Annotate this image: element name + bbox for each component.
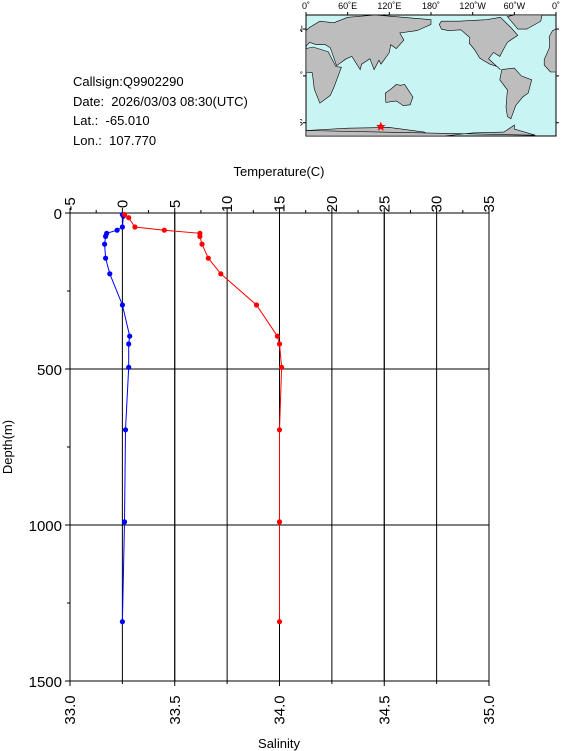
temperature-point	[102, 241, 108, 247]
map-land	[305, 14, 557, 137]
temperature-point	[119, 224, 125, 230]
temperature-point	[119, 619, 125, 625]
temperature-point	[120, 213, 126, 219]
salinity-series	[121, 212, 285, 625]
station-info: Callsign:Q9902290 Date: 2026/03/03 08:30…	[73, 72, 248, 150]
salinity-point	[279, 364, 285, 370]
salinity-point	[218, 271, 224, 277]
temperature-series	[102, 212, 133, 625]
top-tick-label: 20	[324, 196, 341, 213]
salinity-point	[197, 233, 203, 239]
map-lon-tick-label: 180˚	[422, 1, 440, 11]
map-lon-tick-label: 120˚E	[377, 1, 401, 11]
map-africa	[305, 46, 342, 104]
temperature-point	[121, 519, 128, 525]
temperature-point	[103, 233, 109, 239]
temperature-point	[104, 230, 110, 236]
salinity-point	[253, 302, 260, 308]
latitude-label: Lat.: -65.010	[73, 113, 150, 128]
top-tick-label: 5	[167, 200, 184, 208]
salinity-point	[276, 619, 283, 625]
y-tick-label: 500	[37, 362, 62, 379]
y-axis-label: Depth(m)	[0, 420, 15, 474]
salinity-point	[276, 341, 283, 347]
map-lon-tick-labels: 0˚ 60˚E 120˚E 180˚ 120˚W 60˚W 0˚	[302, 1, 560, 11]
salinity-line	[124, 214, 283, 622]
temperature-point	[122, 427, 129, 433]
top-tick-label: 0	[114, 200, 131, 208]
top-tick-label: 25	[376, 196, 393, 213]
bottom-tick-label: 34.5	[376, 695, 393, 724]
salinity-point	[274, 333, 280, 339]
map-lat-tick-label: 60˚S	[300, 118, 303, 128]
map-lat-tick-labels: 60˚N 0˚ 60˚S	[300, 24, 303, 128]
salinity-point	[276, 519, 283, 525]
plot-frame	[69, 212, 490, 682]
salinity-point	[126, 215, 132, 221]
y-tick-label: 1500	[29, 674, 62, 691]
map-lon-tick-label: 120˚W	[459, 1, 486, 11]
bottom-tick-label: 33.5	[167, 695, 184, 724]
top-tick-label: 30	[429, 196, 446, 213]
salinity-point	[121, 212, 128, 218]
temperature-point	[119, 212, 125, 218]
map-lon-tick-label: 0˚	[552, 1, 560, 11]
date-label: Date: 2026/03/03 08:30(UTC)	[73, 93, 248, 109]
map-lon-tick-label: 60˚E	[338, 1, 357, 11]
top-tick-label: 15	[272, 196, 289, 213]
plot-grid	[69, 212, 490, 682]
y-tick-label: 1000	[29, 518, 62, 535]
top-axis-label: Temperature(C)	[233, 164, 324, 179]
location-map: 0˚ 60˚E 120˚E 180˚ 120˚W 60˚W 0˚ 60˚N 0˚ 60˚S	[300, 1, 560, 137]
map-australia	[384, 84, 414, 106]
salinity-point	[199, 241, 205, 247]
top-tick-label: 10	[219, 196, 236, 213]
temperature-point	[114, 227, 120, 233]
map-south-america	[499, 67, 533, 120]
salinity-point	[197, 230, 203, 236]
y-tick-label: 0	[54, 206, 62, 223]
map-lon-tick-label: 0˚	[302, 1, 310, 11]
temperature-point	[119, 302, 125, 308]
salinity-point	[161, 227, 167, 233]
map-greenland	[506, 14, 543, 30]
salinity-point	[276, 427, 283, 433]
map-lat-tick-label: 60˚N	[300, 24, 303, 34]
station-marker-icon	[376, 121, 386, 131]
longitude-label: Lon.: 107.770	[73, 132, 157, 148]
map-west-europe-africa-edge	[543, 28, 557, 73]
bottom-tick-label: 33.0	[62, 695, 79, 724]
map-antarctica-west	[305, 124, 536, 137]
temperature-point	[127, 333, 133, 339]
salinity-point	[205, 255, 211, 261]
temperature-point	[126, 341, 132, 347]
top-tick-label: -5	[62, 197, 79, 210]
top-tick-label: 35	[481, 196, 498, 213]
map-europe-asia	[305, 14, 432, 71]
salinity-point	[132, 224, 138, 230]
callsign-label: Callsign:Q9902290	[73, 74, 184, 89]
map-frame-ticks	[303, 12, 559, 124]
bottom-axis-label: Salinity	[258, 736, 300, 751]
temperature-line	[104, 214, 131, 622]
map-lat-tick-label: 0˚	[300, 71, 303, 81]
temperature-point	[107, 271, 113, 277]
temperature-point	[126, 364, 132, 370]
temperature-point	[103, 255, 109, 261]
axis-tick-marks	[65, 208, 490, 686]
map-lon-tick-label: 60˚W	[504, 1, 526, 11]
bottom-tick-label: 35.0	[481, 695, 498, 724]
bottom-tick-label: 34.0	[272, 695, 289, 724]
map-north-america	[438, 16, 519, 70]
